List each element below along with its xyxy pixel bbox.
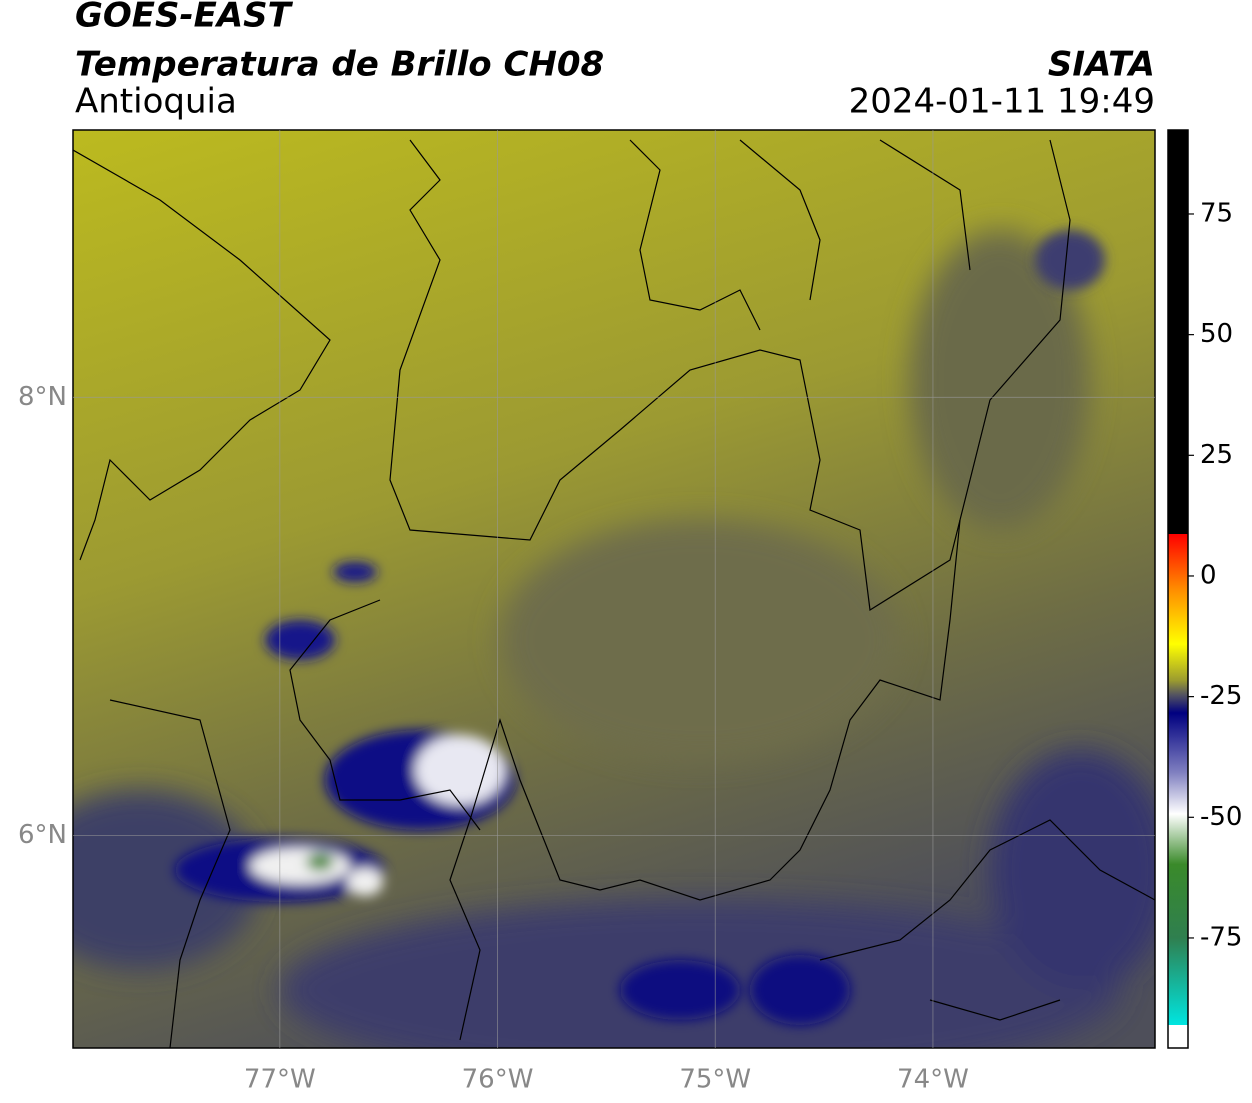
lon-tick-label: 76°W <box>462 1065 534 1095</box>
colorbar <box>1167 129 1189 1049</box>
colorbar-tick-label: 25 <box>1200 440 1233 470</box>
title: GOES-EAST <box>75 0 294 36</box>
map-frame <box>72 129 1156 1049</box>
lat-tick-label: 6°N <box>18 820 67 850</box>
colorbar-tick-label: 50 <box>1200 319 1233 349</box>
colorbar-tick-label: 75 <box>1200 198 1233 228</box>
timestamp: 2024-01-11 19:49 <box>849 82 1155 122</box>
colorbar-tick-label: -25 <box>1200 681 1242 711</box>
satellite-image <box>73 130 1155 1048</box>
lon-tick-label: 77°W <box>244 1065 316 1095</box>
colorbar-tick-label: 0 <box>1200 560 1217 590</box>
region: Antioquia <box>75 82 237 122</box>
lat-tick-label: 8°N <box>18 382 67 412</box>
source: SIATA <box>1048 45 1155 85</box>
colorbar-tick-label: -50 <box>1200 802 1242 832</box>
lon-tick-label: 75°W <box>679 1065 751 1095</box>
lon-tick-label: 74°W <box>897 1065 969 1095</box>
subtitle: Temperatura de Brillo CH08 <box>75 45 604 85</box>
colorbar-tick-label: -75 <box>1200 922 1242 952</box>
